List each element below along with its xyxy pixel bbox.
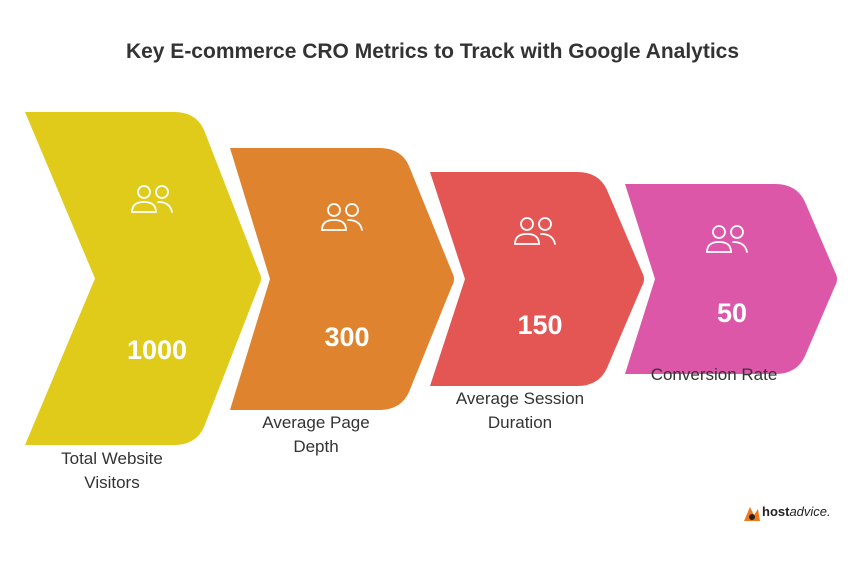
stage-caption: Total Website Visitors — [61, 449, 163, 492]
brand-icon — [744, 507, 760, 521]
icon-body — [706, 241, 732, 253]
icon-head — [137, 185, 151, 199]
stage-value: 1000 — [127, 335, 187, 365]
title: Key E-commerce CRO Metrics to Track with… — [125, 40, 740, 63]
stage-icon — [131, 185, 173, 213]
stage-icon — [706, 225, 748, 253]
icon-head — [712, 225, 726, 239]
icon-head — [345, 203, 359, 217]
icon-body — [347, 219, 363, 231]
icon-body — [157, 201, 173, 213]
icon-head — [520, 217, 534, 231]
icon-body — [732, 241, 748, 253]
stage-icon — [321, 203, 363, 231]
stage-caption: Conversion Rate — [650, 365, 778, 384]
stage-value: 300 — [324, 322, 369, 352]
brand-rest: advice. — [789, 504, 831, 519]
icon-body — [321, 219, 347, 231]
stage-icon — [514, 217, 556, 245]
brand: hostadvice. — [762, 504, 831, 519]
icon-head — [730, 225, 744, 239]
stage-value: 150 — [517, 310, 562, 340]
brand-bold: host — [762, 504, 790, 519]
icon-head — [327, 203, 341, 217]
icon-head — [538, 217, 552, 231]
stage-caption: Average Session Duration — [455, 389, 585, 432]
stage-shape — [230, 148, 454, 410]
icon-body — [131, 201, 157, 213]
icon-body — [540, 233, 556, 245]
icon-body — [514, 233, 540, 245]
icon-head — [155, 185, 169, 199]
stage-caption: Average Page Depth — [262, 413, 370, 456]
stage-shape — [25, 112, 261, 445]
stage-shape — [625, 184, 837, 374]
stage-value: 50 — [717, 298, 747, 328]
stage-shape — [430, 172, 644, 386]
